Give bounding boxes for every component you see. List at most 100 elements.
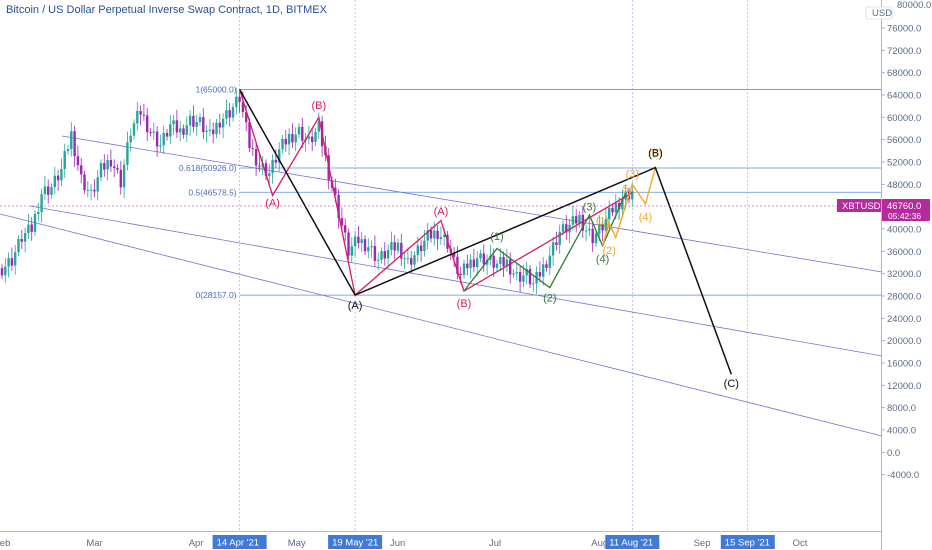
candle-body (70, 131, 73, 150)
candle-body (614, 202, 617, 213)
black-wave-line[interactable] (238, 89, 733, 375)
candle-body (538, 271, 542, 277)
candle-body (43, 186, 47, 195)
candle-body (218, 122, 221, 128)
candle-body (99, 163, 103, 178)
candle-body (353, 236, 357, 247)
candle-body (205, 130, 208, 132)
candle-body (241, 102, 245, 113)
candle-body (608, 207, 611, 220)
price-axis-label: 16000.0 (887, 359, 921, 370)
fib-level-label: 0.618(50926.0) (179, 163, 237, 173)
time-highlight-label: 19 May '21 (332, 538, 378, 549)
candle-body (179, 128, 182, 133)
candle-body (370, 246, 373, 248)
candle-body (159, 145, 162, 147)
price-axis-label: 60000.0 (887, 113, 921, 124)
candle-body (462, 263, 466, 276)
time-axis-label: Oct (793, 538, 808, 549)
candle-body (383, 251, 386, 259)
chart-title: Bitcoin / US Dollar Perpetual Inverse Sw… (6, 4, 328, 16)
candle-body (136, 111, 139, 124)
candle-body (152, 131, 155, 133)
candle-body (495, 263, 499, 268)
candle-body (96, 177, 99, 192)
candle-body (231, 107, 235, 118)
candle-body (20, 239, 23, 242)
wave-label: (A) (265, 198, 280, 210)
candle-body (357, 236, 360, 244)
candle-body (7, 258, 10, 267)
candle-body (113, 166, 116, 169)
candle-body (14, 252, 17, 266)
bar-countdown: 05:42:36 (888, 211, 921, 221)
fibonacci-retracement[interactable]: 1(65000.0) 0.618(50926.0) 0.5(46578.5) 0(28… (179, 84, 881, 300)
candle-body (525, 268, 528, 276)
price-axis-label: 8000.0 (887, 403, 916, 414)
wave-label: (B) (648, 147, 663, 159)
green-wave-line[interactable] (463, 192, 627, 292)
candle-body (10, 258, 14, 266)
ticker-symbol: XBTUSD (842, 201, 881, 212)
time-highlight-badge (720, 535, 775, 549)
candle-body (380, 251, 383, 260)
candle-body (423, 240, 426, 252)
price-axis-label: 28000.0 (887, 292, 921, 303)
candle-body (621, 199, 624, 210)
wave-label: (4) (639, 212, 652, 224)
candle-body (53, 175, 56, 188)
candle-body (588, 228, 591, 231)
candle-body (594, 233, 598, 244)
orange-wave-line[interactable] (601, 167, 657, 246)
candle-body (198, 117, 202, 122)
candle-body (235, 96, 238, 108)
parallel-channel[interactable] (0, 135, 883, 437)
candle-body (363, 239, 367, 252)
candle-body (169, 124, 172, 137)
candle-body (126, 142, 129, 165)
candle-body (281, 138, 284, 150)
candle-body (426, 230, 429, 241)
fib-level-label: 0.5(46578.5) (188, 187, 236, 197)
candle-body (528, 268, 532, 285)
candle-body (512, 273, 515, 275)
candle-body (4, 266, 7, 276)
price-axis-label: 0.0 (887, 448, 900, 459)
candle-body (469, 259, 472, 269)
wave-label: 5 (623, 184, 629, 196)
candle-body (271, 159, 274, 174)
candle-body (129, 135, 132, 143)
wave-label: (B) (457, 298, 472, 310)
candle-body (509, 259, 512, 275)
candle-body (561, 224, 565, 232)
candle-body (162, 132, 165, 146)
time-axis-label: Aug (591, 538, 608, 549)
candle-body (466, 263, 469, 269)
candle-body (245, 112, 248, 123)
candle-body (429, 230, 433, 239)
wave-label: (2) (602, 245, 615, 257)
currency-unit-label[interactable]: USD (872, 8, 892, 19)
wave-label: (B) (311, 100, 326, 112)
candle-body (188, 115, 192, 126)
candle-body (565, 224, 568, 233)
wave-label: (2) (543, 293, 556, 305)
candle-body (314, 131, 317, 143)
candle-body (360, 239, 363, 244)
candle-body (347, 232, 350, 256)
wave-label: (C) (724, 378, 739, 390)
candle-body (416, 245, 419, 256)
candle-body (555, 242, 558, 246)
candle-body (56, 175, 60, 181)
candle-body (601, 224, 604, 231)
candle-body (499, 257, 502, 264)
time-axis[interactable]: Feb Mar Apr May Jun Jul Aug Sep Oct 14 Apr '21 19 … (0, 535, 808, 549)
candle-body (340, 218, 344, 226)
candle-body (251, 148, 254, 150)
candle-body (268, 173, 271, 177)
candle-body (518, 272, 522, 282)
candle-body (17, 239, 20, 253)
fib-level-label: 1(65000.0) (195, 84, 236, 94)
candle-body (452, 252, 456, 257)
